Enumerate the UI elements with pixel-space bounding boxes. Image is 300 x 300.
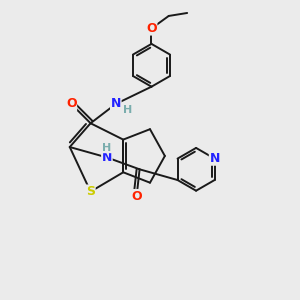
- Text: O: O: [146, 22, 157, 35]
- Text: N: N: [111, 98, 121, 110]
- Text: S: S: [86, 185, 95, 198]
- Text: O: O: [131, 190, 142, 202]
- Text: H: H: [102, 142, 112, 153]
- Text: O: O: [66, 98, 76, 110]
- Text: H: H: [123, 105, 132, 115]
- Text: N: N: [209, 152, 220, 165]
- Text: N: N: [102, 151, 112, 164]
